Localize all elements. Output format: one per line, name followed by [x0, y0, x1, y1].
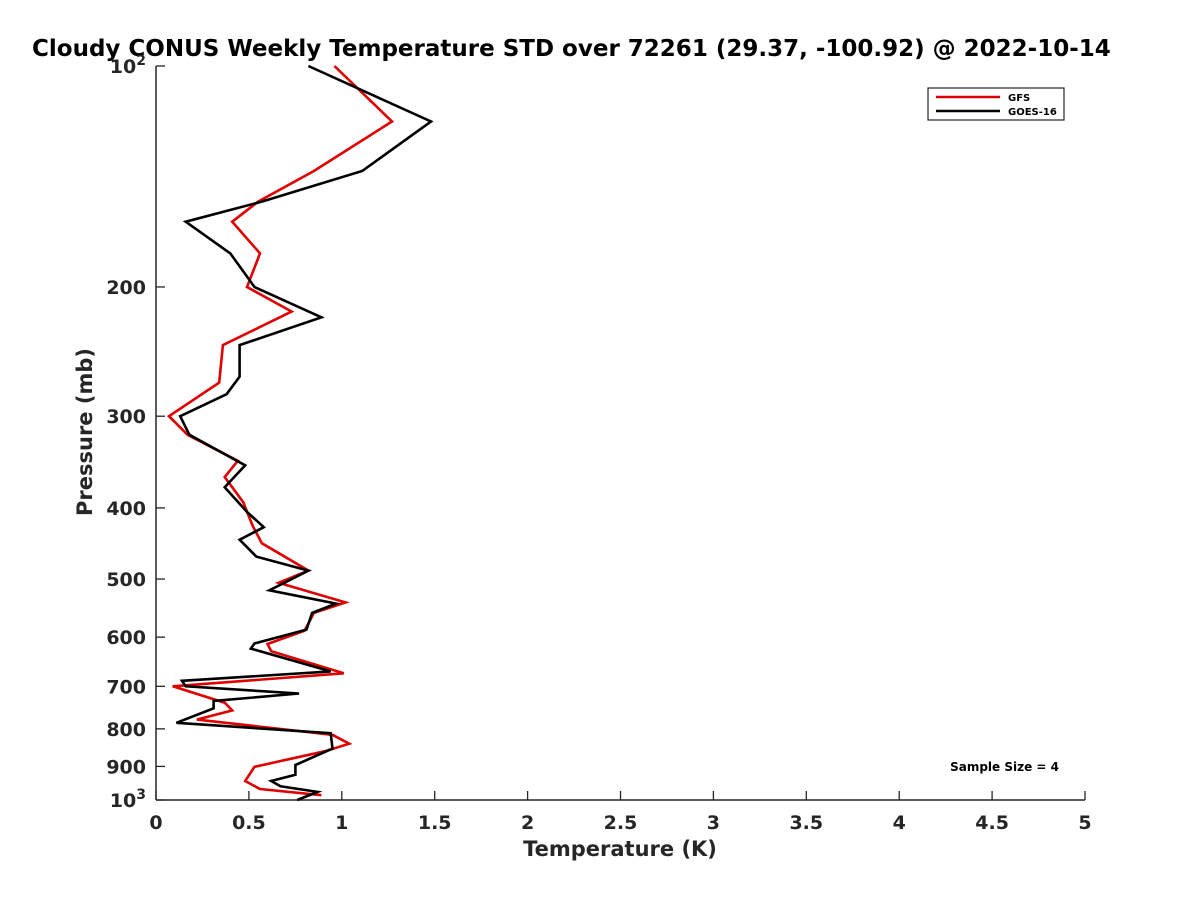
x-tick-label: 1 [335, 812, 348, 834]
y-tick-label: 400 [106, 498, 146, 520]
sample-size-annotation: Sample Size = 4 [950, 760, 1059, 774]
y-tick-label: 500 [106, 569, 146, 591]
legend: GFS GOES-16 [927, 87, 1065, 121]
legend-label: GFS [1008, 93, 1030, 104]
y-tick-label: 900 [106, 756, 146, 778]
y-tick-label: 200 [106, 277, 146, 299]
series-layer [166, 64, 434, 802]
x-tick-label: 3.5 [789, 812, 823, 834]
chart-title: Cloudy CONUS Weekly Temperature STD over… [32, 36, 1111, 62]
x-tick-label: 1.5 [418, 812, 452, 834]
x-tick-label: 5 [1078, 812, 1091, 834]
x-tick-label: 4.5 [975, 812, 1009, 834]
x-tick-label: 3 [707, 812, 720, 834]
x-tick-label: 4 [893, 812, 906, 834]
x-axis-label: Temperature (K) [523, 837, 717, 861]
x-tick-label: 2 [521, 812, 534, 834]
y-axis-ticks: 102 200 300 400 500 600 700 800 900 103 [106, 53, 165, 812]
y-tick-label: 300 [106, 406, 146, 428]
series-line-goes-16 [175, 64, 434, 802]
x-axis-ticks: 0 0.5 1 1.5 2 2.5 3 3.5 4 4.5 5 [149, 791, 1092, 834]
y-tick-label: 103 [110, 787, 146, 812]
legend-box [927, 87, 1065, 121]
x-tick-label: 0 [149, 812, 162, 834]
y-axis-label: Pressure (mb) [73, 348, 97, 516]
legend-label: GOES-16 [1008, 107, 1057, 118]
y-tick-label: 700 [106, 676, 146, 698]
y-tick-label: 102 [110, 53, 146, 78]
x-tick-label: 0.5 [232, 812, 266, 834]
y-tick-label: 600 [106, 627, 146, 649]
x-tick-label: 2.5 [604, 812, 638, 834]
y-tick-label: 800 [106, 719, 146, 741]
